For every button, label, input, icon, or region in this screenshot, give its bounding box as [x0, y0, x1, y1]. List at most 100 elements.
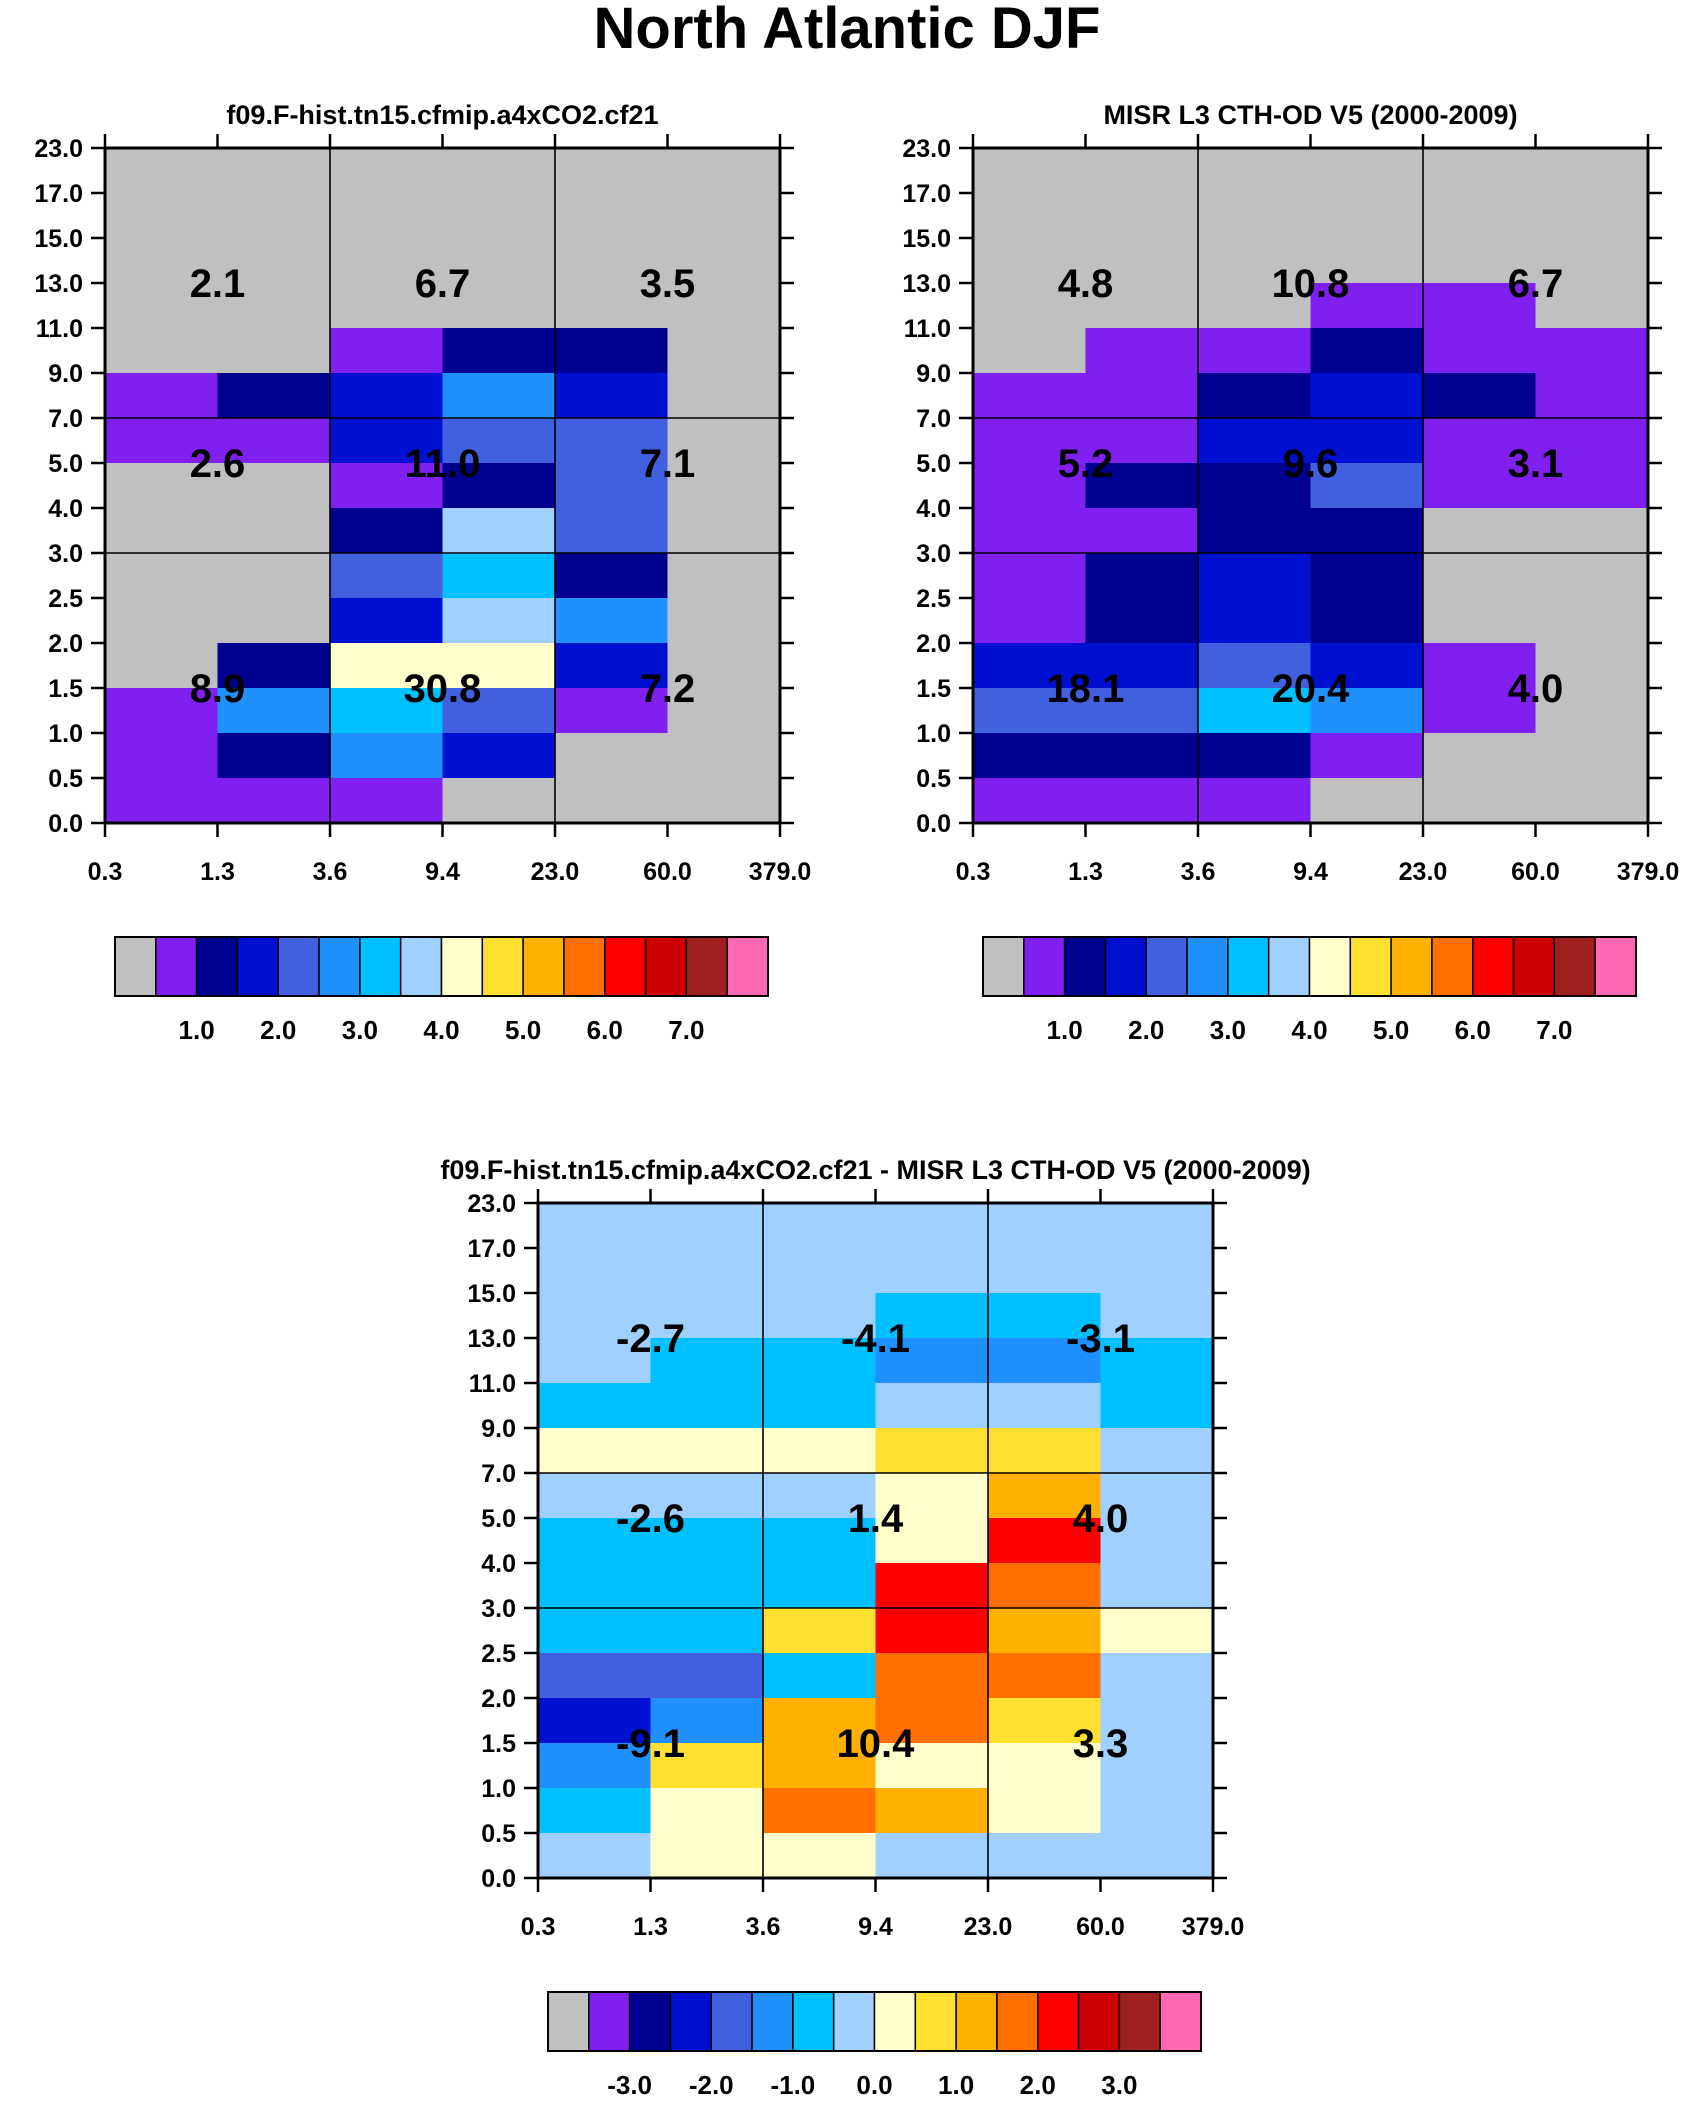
heatmap-cell: [1310, 508, 1424, 554]
heatmap-cell: [667, 418, 781, 464]
region-sum-label: 2.1: [190, 262, 246, 306]
heatmap-cell: [1423, 148, 1537, 194]
heatmap-cell: [538, 1833, 652, 1879]
colorbar-box: [873, 1991, 917, 2052]
heatmap-cell: [217, 553, 331, 599]
heatmap-cell: [875, 1203, 989, 1249]
heatmap-cell: [1198, 328, 1312, 374]
colorbar-label: 2.0: [1020, 2070, 1056, 2100]
heatmap-cell: [555, 463, 669, 509]
heatmap-cell: [217, 148, 331, 194]
y-tick-label: 2.0: [48, 630, 83, 658]
heatmap-cell: [1085, 778, 1199, 824]
heatmap-cell: [988, 1563, 1102, 1609]
colorbar-box: [440, 936, 484, 997]
heatmap-cell: [1423, 193, 1537, 239]
heatmap-cell: [988, 1608, 1102, 1654]
colorbar-label: 1.0: [938, 2070, 974, 2100]
heatmap-cell: [988, 1833, 1102, 1879]
heatmap-cell: [538, 1338, 652, 1384]
heatmap-cell: [875, 1788, 989, 1834]
heatmap-cell: [1423, 238, 1537, 284]
heatmap-cell: [105, 463, 219, 509]
region-sum-label: 30.8: [404, 667, 482, 711]
x-tick-label: 60.0: [1511, 858, 1560, 886]
panel-difference: f09.F-hist.tn15.cfmip.a4xCO2.cf21 - MISR…: [440, 1155, 1310, 2100]
heatmap-cell: [1100, 1833, 1214, 1879]
colorbar-box: [751, 1991, 794, 2052]
x-tick-label: 23.0: [531, 858, 580, 886]
region-sum-label: 3.5: [640, 262, 696, 306]
colorbar-box: [726, 936, 769, 997]
colorbar-label: 1.0: [179, 1015, 215, 1045]
heatmap-cell: [538, 1743, 652, 1789]
colorbar-frame: [114, 936, 769, 997]
heatmap-cell: [988, 1518, 1102, 1564]
heatmap-cell: [973, 238, 1087, 284]
y-tick-label: 7.0: [48, 405, 83, 433]
heatmap-cell: [875, 1608, 989, 1654]
heatmap-cell: [538, 1608, 652, 1654]
heatmap-cell: [1310, 553, 1424, 599]
heatmap-cell: [988, 1293, 1102, 1339]
colorbar-box: [522, 936, 565, 997]
heatmap-cell: [442, 688, 556, 734]
heatmap-cell: [973, 643, 1087, 689]
heatmap-cell: [667, 328, 781, 374]
heatmap-cell: [667, 193, 781, 239]
colorbar-box: [1308, 936, 1352, 997]
y-tick-label: 5.0: [481, 1505, 516, 1533]
heatmap-cell: [555, 508, 669, 554]
heatmap-cell: [650, 1518, 764, 1564]
heatmap-cell: [330, 688, 444, 734]
heatmap-cell: [1085, 373, 1199, 419]
heatmap-cell: [650, 1788, 764, 1834]
heatmap-cell: [1535, 733, 1649, 779]
heatmap-cell: [763, 1653, 877, 1699]
region-sum-label: 4.0: [1073, 1497, 1129, 1541]
heatmap-cell: [650, 1473, 764, 1519]
heatmap-cell: [650, 1608, 764, 1654]
heatmap-cell: [1423, 463, 1537, 509]
panel-title: f09.F-hist.tn15.cfmip.a4xCO2.cf21: [226, 100, 658, 130]
heatmap-cell: [1100, 1428, 1214, 1474]
colorbar-box: [318, 936, 361, 997]
heatmap-cell: [1198, 598, 1312, 644]
heatmap-cell: [442, 733, 556, 779]
y-tick-label: 9.0: [916, 360, 951, 388]
heatmap-cell: [1085, 508, 1199, 554]
heatmap-cell: [650, 1383, 764, 1429]
heatmap-cell: [1085, 643, 1199, 689]
heatmap-cell: [1100, 1698, 1214, 1744]
heatmap-cell: [555, 238, 669, 284]
heatmap-cell: [1535, 193, 1649, 239]
heatmap-cell: [330, 418, 444, 464]
heatmap-cell: [1198, 463, 1312, 509]
heatmap-cell: [330, 463, 444, 509]
heatmap-cell: [538, 1698, 652, 1744]
region-sum-label: 4.0: [1508, 667, 1564, 711]
heatmap-cell: [988, 1788, 1102, 1834]
region-sum-label: 3.1: [1508, 442, 1564, 486]
colorbar-box: [114, 936, 157, 997]
heatmap-cell: [1535, 418, 1649, 464]
colorbar-box: [1472, 936, 1515, 997]
x-tick-label: 1.3: [633, 1913, 668, 1941]
heatmap-cell: [105, 553, 219, 599]
y-tick-label: 0.0: [48, 810, 83, 838]
region-sum-label: 9.6: [1283, 442, 1339, 486]
heatmap-cell: [442, 598, 556, 644]
heatmap-cell: [1310, 283, 1424, 329]
colorbar-box: [1104, 936, 1147, 997]
heatmap-cell: [1535, 598, 1649, 644]
y-tick-label: 13.0: [467, 1325, 516, 1353]
heatmap-cell: [875, 1293, 989, 1339]
heatmap-cell: [442, 328, 556, 374]
heatmap-cell: [875, 1743, 989, 1789]
colorbar-box: [1118, 1991, 1161, 2052]
colorbar-box: [628, 1991, 672, 2052]
panel-title: MISR L3 CTH-OD V5 (2000-2009): [1103, 100, 1517, 130]
heatmap-cell: [1310, 148, 1424, 194]
heatmap-cell: [763, 1293, 877, 1339]
y-tick-label: 1.0: [916, 720, 951, 748]
